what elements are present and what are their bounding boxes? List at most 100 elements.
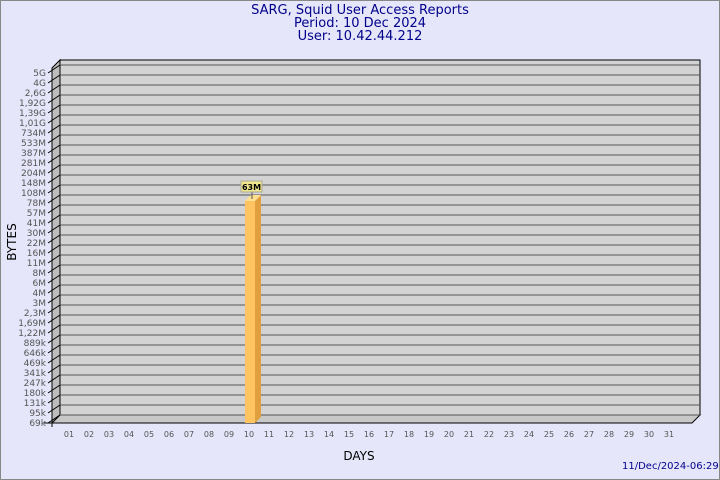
x-tick-label: 31 (664, 430, 674, 439)
y-tick-label: 247k (24, 379, 47, 389)
y-tick-label: 41M (27, 219, 46, 229)
y-tick-label: 387M (21, 149, 46, 159)
x-tick-label: 23 (504, 430, 514, 439)
x-tick-label: 13 (304, 430, 314, 439)
x-axis-label: DAYS (343, 449, 374, 463)
y-tick (47, 334, 61, 344)
y-tick-label: 5G (33, 69, 46, 79)
x-tick-label: 17 (384, 430, 394, 439)
y-tick-label: 3M (33, 299, 47, 309)
x-tick-label: 10 (244, 430, 254, 439)
y-tick (47, 74, 61, 84)
y-tick (47, 314, 61, 324)
y-tick-label: 533M (21, 139, 46, 149)
y-tick-label: 1,22M (18, 329, 46, 339)
y-tick (47, 104, 61, 114)
y-tick (47, 174, 61, 184)
y-tick (47, 114, 61, 124)
y-tick-label: 341k (24, 369, 47, 379)
y-tick (47, 214, 61, 224)
y-tick (47, 184, 61, 194)
y-tick (47, 394, 61, 404)
chart-title: SARG, Squid User Access Reports (251, 3, 469, 18)
x-tick-label: 21 (464, 430, 474, 439)
y-tick (47, 124, 61, 134)
y-tick (47, 414, 61, 424)
y-tick-label: 4M (33, 289, 47, 299)
y-tick (47, 224, 61, 234)
x-tick-label: 18 (404, 430, 414, 439)
timestamp: 11/Dec/2024-06:29 (622, 461, 719, 472)
y-tick-label: 11M (27, 259, 46, 269)
x-tick-label: 07 (184, 430, 194, 439)
y-tick (47, 384, 61, 394)
y-tick-label: 22M (27, 239, 46, 249)
value-label-box (240, 180, 263, 193)
chart-period: Period: 10 Dec 2024 (293, 16, 427, 31)
x-tick-label: 22 (484, 430, 494, 439)
y-tick-label: 1,69M (18, 319, 46, 329)
side-wall (51, 58, 61, 425)
x-tick-label: 26 (564, 430, 574, 439)
y-tick-label: 646k (24, 349, 47, 359)
y-tick-label: 2,6G (25, 89, 46, 99)
y-tick (47, 304, 61, 314)
y-tick (47, 374, 61, 384)
y-tick (47, 294, 61, 304)
x-tick-label: 03 (104, 430, 114, 439)
y-tick (47, 404, 61, 414)
y-tick (47, 164, 61, 174)
y-tick-label: 108M (21, 189, 46, 199)
y-tick-label: 734M (21, 129, 46, 139)
y-tick (47, 364, 61, 374)
y-tick (47, 64, 61, 74)
x-tick-label: 02 (84, 430, 94, 439)
x-tick-label: 11 (264, 430, 274, 439)
y-tick-label: 1,39G (19, 109, 46, 119)
x-tick-label: 05 (144, 430, 154, 439)
y-axis-label: BYTES (5, 223, 19, 260)
x-tick-label: 24 (524, 430, 534, 439)
y-tick-label: 889k (24, 339, 47, 349)
y-tick-label: 2,3M (24, 309, 46, 319)
bar-top (245, 195, 261, 201)
y-tick-label: 57M (27, 209, 46, 219)
y-tick-label: 204M (21, 169, 46, 179)
y-tick-label: 4G (33, 79, 46, 89)
y-tick (47, 264, 61, 274)
y-tick (47, 94, 61, 104)
x-tick-label: 25 (544, 430, 554, 439)
y-tick (47, 154, 61, 164)
x-tick-label: 16 (364, 430, 374, 439)
y-tick (47, 234, 61, 244)
y-tick (47, 274, 61, 284)
x-tick-label: 09 (224, 430, 234, 439)
y-tick (47, 254, 61, 264)
y-tick (47, 204, 61, 214)
y-tick (47, 344, 61, 354)
y-tick-label: 95k (29, 409, 46, 419)
x-tick-label: 30 (644, 430, 654, 439)
y-tick (47, 144, 61, 154)
x-tick-label: 08 (204, 430, 214, 439)
y-tick-label: 281M (21, 159, 46, 169)
x-tick-label: 14 (324, 430, 334, 439)
x-tick-label: 29 (624, 430, 634, 439)
x-tick-label: 28 (604, 430, 614, 439)
x-tick-label: 04 (124, 430, 134, 439)
x-tick-label: 20 (444, 430, 454, 439)
x-tick-label: 19 (424, 430, 434, 439)
back-wall (59, 59, 701, 416)
y-tick (47, 84, 61, 94)
bar-side (255, 195, 261, 423)
x-tick-label: 15 (344, 430, 354, 439)
x-tick-label: 27 (584, 430, 594, 439)
y-tick-label: 1,92G (19, 99, 46, 109)
y-tick-label: 69k (29, 419, 46, 429)
y-tick (47, 134, 61, 144)
y-tick-label: 78M (27, 199, 46, 209)
chart-user: User: 10.42.44.212 (297, 29, 423, 44)
y-tick-label: 469k (24, 359, 47, 369)
y-tick-label: 30M (27, 229, 46, 239)
